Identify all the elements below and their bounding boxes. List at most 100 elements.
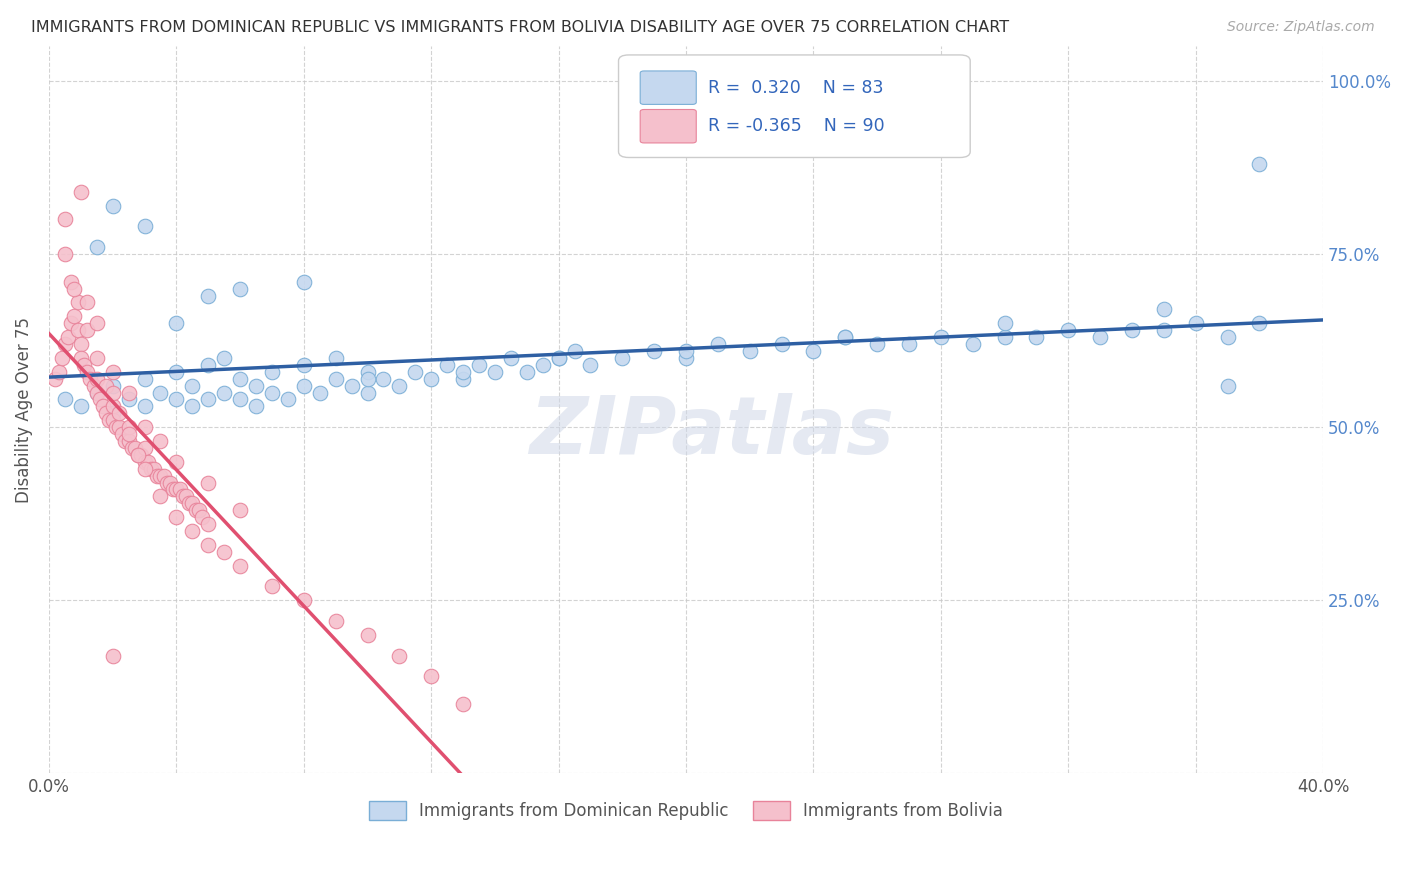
Point	[101, 648, 124, 663]
Point	[51, 351, 73, 365]
Point	[121, 441, 143, 455]
Point	[149, 490, 172, 504]
Point	[356, 365, 378, 379]
Point	[187, 503, 209, 517]
Point	[229, 282, 252, 296]
Point	[86, 316, 108, 330]
Point	[245, 378, 267, 392]
Point	[76, 295, 98, 310]
Point	[212, 545, 235, 559]
Point	[89, 392, 111, 407]
Point	[149, 468, 172, 483]
Point	[117, 427, 139, 442]
Point	[356, 372, 378, 386]
Point	[229, 372, 252, 386]
Point	[101, 400, 124, 414]
Point	[260, 579, 283, 593]
Point	[898, 337, 921, 351]
Point	[308, 385, 330, 400]
Point	[197, 475, 219, 490]
Point	[96, 406, 118, 420]
Point	[184, 503, 207, 517]
Point	[79, 372, 101, 386]
Point	[165, 392, 187, 407]
Point	[1088, 330, 1111, 344]
Point	[69, 400, 91, 414]
Point	[101, 385, 124, 400]
Point	[1216, 378, 1239, 392]
Point	[356, 628, 378, 642]
Point	[134, 441, 156, 455]
Point	[994, 330, 1017, 344]
Point	[111, 427, 134, 442]
Point	[131, 448, 153, 462]
Point	[260, 385, 283, 400]
Point	[60, 316, 83, 330]
Point	[96, 378, 118, 392]
Point	[86, 240, 108, 254]
Point	[404, 365, 426, 379]
Point	[197, 538, 219, 552]
Point	[172, 490, 194, 504]
Point	[1249, 157, 1271, 171]
Point	[69, 185, 91, 199]
Point	[76, 365, 98, 379]
Point	[229, 558, 252, 573]
Point	[292, 275, 315, 289]
Point	[91, 400, 114, 414]
Point	[643, 343, 665, 358]
Point	[245, 400, 267, 414]
Point	[962, 337, 984, 351]
Point	[803, 343, 825, 358]
Point	[451, 365, 474, 379]
Point	[547, 351, 569, 365]
Point	[516, 365, 538, 379]
Point	[179, 496, 201, 510]
Point	[181, 496, 204, 510]
Point	[134, 455, 156, 469]
Point	[451, 372, 474, 386]
Point	[101, 378, 124, 392]
Point	[612, 351, 634, 365]
Point	[139, 461, 162, 475]
Point	[547, 351, 569, 365]
Point	[127, 448, 149, 462]
Point	[356, 385, 378, 400]
Point	[484, 365, 506, 379]
Point	[86, 372, 108, 386]
Point	[146, 468, 169, 483]
Point	[63, 282, 86, 296]
Point	[69, 337, 91, 351]
Point	[134, 372, 156, 386]
Point	[451, 697, 474, 711]
Point	[292, 358, 315, 372]
Point	[531, 358, 554, 372]
Point	[48, 365, 70, 379]
Point	[212, 385, 235, 400]
Point	[834, 330, 856, 344]
Point	[770, 337, 793, 351]
Point	[197, 517, 219, 532]
Point	[1121, 323, 1143, 337]
Legend: Immigrants from Dominican Republic, Immigrants from Bolivia: Immigrants from Dominican Republic, Immi…	[363, 795, 1010, 827]
Point	[1249, 316, 1271, 330]
Point	[165, 510, 187, 524]
Text: IMMIGRANTS FROM DOMINICAN REPUBLIC VS IMMIGRANTS FROM BOLIVIA DISABILITY AGE OVE: IMMIGRANTS FROM DOMINICAN REPUBLIC VS IM…	[31, 20, 1010, 35]
Point	[325, 614, 347, 628]
Point	[69, 351, 91, 365]
Point	[181, 378, 204, 392]
Point	[277, 392, 299, 407]
Point	[165, 316, 187, 330]
Point	[76, 323, 98, 337]
Point	[108, 420, 131, 434]
Point	[197, 392, 219, 407]
Point	[114, 434, 136, 448]
Point	[117, 385, 139, 400]
Point	[292, 378, 315, 392]
Point	[117, 392, 139, 407]
Point	[1057, 323, 1080, 337]
Point	[260, 365, 283, 379]
Point	[108, 406, 131, 420]
Point	[325, 351, 347, 365]
Point	[53, 337, 76, 351]
